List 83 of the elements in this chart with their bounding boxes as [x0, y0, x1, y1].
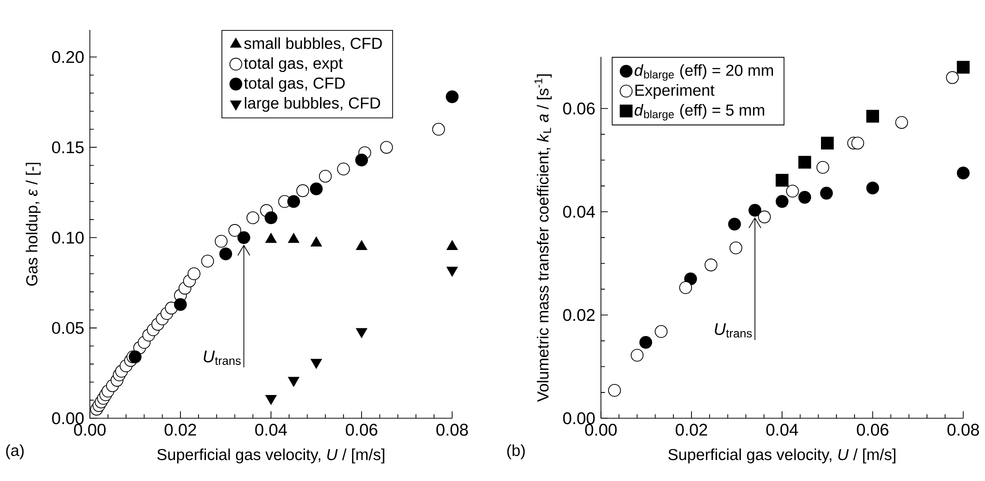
- point: [798, 156, 812, 169]
- y-tick-label: 0.00: [563, 412, 595, 424]
- point: [219, 247, 232, 260]
- point: [820, 136, 834, 150]
- point: [246, 211, 260, 224]
- x-tick-label: 0.08: [436, 424, 468, 436]
- x-tick-label: 0.06: [856, 424, 888, 436]
- point: [728, 218, 741, 230]
- point: [265, 394, 277, 405]
- y-tick-label: 0.15: [52, 141, 84, 154]
- point: [820, 186, 833, 200]
- x-tick-label: 0.00: [74, 424, 106, 436]
- text: (b): [507, 444, 525, 460]
- point: [786, 184, 799, 198]
- y-tick-label: 0.00: [52, 412, 84, 424]
- point: [128, 350, 142, 364]
- x-tick-label: 0.08: [947, 424, 979, 436]
- x-tick-label: 0.06: [346, 424, 378, 436]
- point: [776, 194, 788, 208]
- point: [214, 234, 228, 248]
- point: [310, 358, 322, 369]
- point: [380, 140, 393, 154]
- point: [446, 266, 458, 276]
- point: [816, 160, 830, 174]
- point: [337, 162, 350, 176]
- point: [851, 136, 864, 150]
- point: [446, 90, 459, 104]
- point: [895, 116, 908, 129]
- point: [310, 182, 323, 196]
- x-tick-label: 0.00: [585, 424, 617, 436]
- legend-label: large bubbles, CFD: [244, 96, 380, 112]
- point: [174, 298, 187, 311]
- y-axis-title: Volumetric mass transfer coefficient, k$_{L}$ a / [s$^{-1}$]: [534, 74, 552, 402]
- point: [237, 231, 250, 244]
- point: [729, 241, 742, 254]
- point: [758, 210, 771, 224]
- point: [639, 336, 652, 349]
- legend-label: d$_{blarge}$ (eff) = 20 mm: [634, 64, 773, 81]
- point: [296, 184, 310, 198]
- point: [201, 254, 214, 268]
- text: (a): [6, 444, 24, 460]
- point: [866, 182, 880, 194]
- legend-label: small bubbles, CFD: [244, 37, 382, 51]
- annotation: U$_{trans}$: [204, 350, 241, 365]
- x-tick-label: 0.04: [255, 424, 287, 436]
- point: [866, 110, 880, 123]
- point: [228, 224, 242, 237]
- annotation: U$_{trans}$: [714, 323, 752, 338]
- point: [704, 258, 718, 272]
- point: [776, 174, 788, 187]
- point: [432, 122, 445, 136]
- point: [318, 170, 332, 183]
- point: [946, 71, 959, 84]
- y-tick-label: 0.20: [52, 50, 84, 63]
- point: [356, 328, 368, 338]
- y-tick-label: 0.05: [52, 322, 84, 334]
- x-axis-title: Superficial gas velocity, U / [m/s]: [668, 448, 896, 464]
- y-tick-label: 0.10: [52, 232, 84, 244]
- point: [956, 60, 970, 74]
- legend-label: d$_{blarge}$ (eff) = 5 mm: [634, 104, 764, 120]
- point: [956, 166, 970, 180]
- point: [608, 384, 621, 397]
- point: [188, 267, 200, 280]
- legend-label: total gas, CFD: [244, 77, 345, 92]
- point: [264, 211, 278, 224]
- x-tick-label: 0.02: [164, 424, 196, 436]
- legend-label: total gas, expt: [244, 57, 343, 72]
- point: [654, 325, 668, 338]
- point: [288, 376, 300, 387]
- x-tick-label: 0.02: [676, 424, 708, 436]
- x-tick-label: 0.04: [766, 424, 798, 436]
- y-tick-label: 0.02: [563, 308, 595, 321]
- point: [748, 204, 762, 217]
- point: [630, 348, 644, 362]
- x-axis-title: Superficial gas velocity, U / [m/s]: [157, 448, 384, 464]
- point: [679, 281, 692, 294]
- point: [798, 190, 812, 204]
- y-tick-label: 0.06: [563, 102, 595, 114]
- point: [355, 154, 368, 166]
- y-tick-label: 0.04: [563, 206, 595, 218]
- legend-label: Experiment: [635, 84, 714, 99]
- point: [287, 195, 300, 208]
- y-axis-title: Gas holdup, ε / [-]: [26, 162, 41, 286]
